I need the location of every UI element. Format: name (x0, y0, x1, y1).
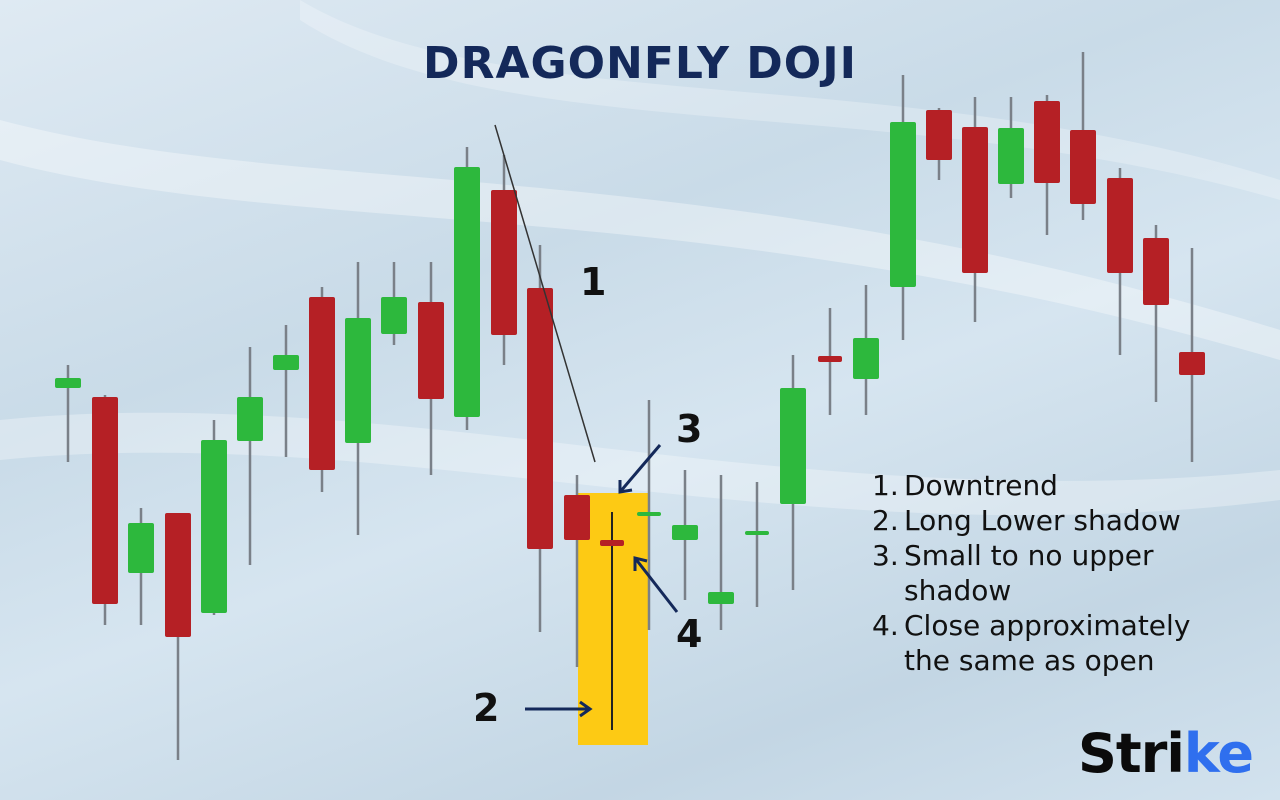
logo-text: Stri (1078, 722, 1185, 785)
candle-body (273, 355, 299, 370)
candle-body (1070, 130, 1096, 204)
candle-body (454, 167, 480, 417)
candle (418, 262, 444, 475)
legend-number (872, 573, 904, 608)
candle-body (201, 440, 227, 613)
legend-text: the same as open (904, 644, 1155, 677)
candle-body (1143, 238, 1169, 305)
candle-body (962, 127, 988, 273)
candle (345, 262, 371, 535)
candle-body (672, 525, 698, 540)
candle-body (418, 302, 444, 399)
candle-body (237, 397, 263, 441)
legend-text: Downtrend (904, 469, 1058, 502)
candle-body (745, 531, 769, 535)
candle-body (818, 356, 842, 362)
candle-body (309, 297, 335, 470)
candle-body (600, 540, 624, 546)
candle (818, 308, 842, 415)
candle (237, 347, 263, 565)
candle (926, 108, 952, 180)
marker-3: 3 (676, 407, 703, 451)
candle (1070, 52, 1096, 220)
legend-text: Long Lower shadow (904, 504, 1181, 537)
candle-body (491, 190, 517, 335)
candle-body (890, 122, 916, 287)
legend-number (872, 643, 904, 678)
candle (890, 75, 916, 340)
candle-body (926, 110, 952, 160)
candle (708, 475, 734, 630)
candle (1034, 95, 1060, 235)
candle-body (1034, 101, 1060, 183)
candle (564, 475, 590, 667)
candle-body (345, 318, 371, 443)
candle-body (1179, 352, 1205, 375)
candle (201, 420, 227, 615)
marker-1: 1 (580, 260, 607, 304)
candle (55, 365, 81, 462)
candle-body (92, 397, 118, 604)
candle (128, 508, 154, 625)
legend-item: 2. Long Lower shadow (872, 503, 1190, 538)
candle-body (55, 378, 81, 388)
candle (998, 97, 1024, 198)
legend-text: Close approximately (904, 609, 1191, 642)
candle (1179, 248, 1205, 462)
candle (1107, 168, 1133, 355)
candle-body (780, 388, 806, 504)
candle (165, 513, 191, 760)
arrow-4 (633, 556, 679, 613)
candle (309, 287, 335, 492)
candle-body (708, 592, 734, 604)
candle (745, 482, 769, 607)
candle (1143, 225, 1169, 402)
legend-number: 1. (872, 469, 899, 502)
candle (454, 147, 480, 430)
candle (491, 155, 517, 365)
legend-item: 4. Close approximately (872, 608, 1190, 643)
candle-body (381, 297, 407, 334)
candle (853, 285, 879, 415)
candle (381, 262, 407, 345)
candle (527, 245, 553, 632)
legend-item: 1. Downtrend (872, 468, 1190, 503)
candle (273, 325, 299, 457)
legend-number: 4. (872, 609, 899, 642)
candle (780, 355, 806, 590)
candle-body (637, 512, 661, 516)
downtrend-line (494, 124, 596, 463)
page-title: DRAGONFLY DOJI (423, 38, 857, 89)
legend-text: shadow (904, 574, 1012, 607)
legend-number: 2. (872, 504, 899, 537)
candle-body (564, 495, 590, 540)
strike-logo: Strike (1078, 722, 1254, 785)
candle-body (128, 523, 154, 573)
marker-4: 4 (676, 612, 703, 656)
dragonfly-doji-candle (600, 512, 624, 730)
candle (637, 400, 661, 630)
legend-item: 3. Small to no upper (872, 538, 1190, 573)
candle-body (853, 338, 879, 379)
legend-item: shadow (872, 573, 1190, 608)
legend: 1. Downtrend 2. Long Lower shadow 3. Small … (872, 468, 1190, 678)
logo-accent: ke (1183, 722, 1254, 785)
legend-text: Small to no upper (904, 539, 1154, 572)
candle-body (165, 513, 191, 637)
candle (962, 97, 988, 322)
arrow-3 (618, 444, 662, 494)
legend-number: 3. (872, 539, 899, 572)
legend-item: the same as open (872, 643, 1190, 678)
candle-body (998, 128, 1024, 184)
candle-body (1107, 178, 1133, 273)
candle (92, 395, 118, 625)
arrow-2 (525, 700, 593, 718)
candle (672, 470, 698, 600)
candle-body (527, 288, 553, 549)
marker-2: 2 (473, 686, 500, 730)
